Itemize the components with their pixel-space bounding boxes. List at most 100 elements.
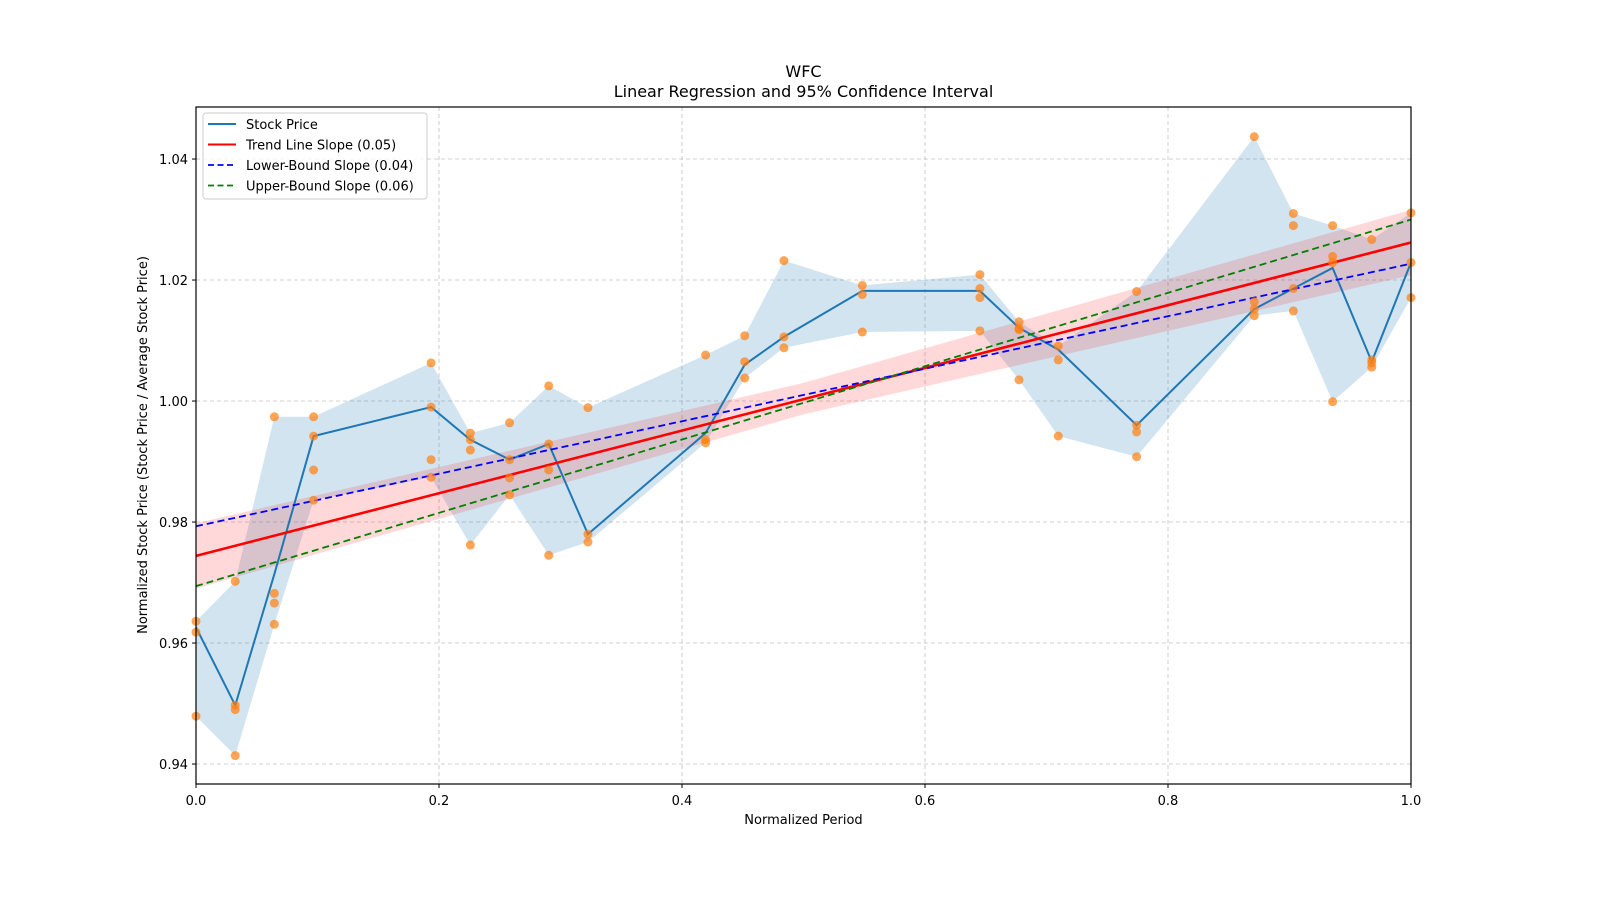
y-tick-label: 1.04 [159, 153, 188, 168]
scatter-point [309, 431, 319, 441]
scatter-point [975, 284, 985, 294]
lower-bound-line [195, 262, 1412, 528]
legend-label: Stock Price [246, 118, 318, 133]
scatter-point [583, 529, 593, 539]
scatter-point [583, 403, 593, 413]
stock-price-line [195, 262, 1412, 709]
scatter-point [1014, 317, 1024, 327]
scatter-point [1328, 397, 1338, 407]
scatter-point [779, 343, 789, 353]
scatter-point [544, 465, 554, 475]
scatter-point [975, 270, 985, 280]
scatter-point [1249, 132, 1259, 142]
x-tick-label: 0.4 [672, 794, 693, 809]
scatter-point [701, 438, 711, 448]
scatter-point [1053, 355, 1063, 365]
legend-label: Upper-Bound Slope (0.06) [246, 180, 414, 195]
x-tick-label: 0.0 [186, 794, 207, 809]
scatter-point [269, 588, 279, 598]
scatter-point [1288, 306, 1298, 316]
scatter-point [975, 293, 985, 303]
scatter-point [1249, 311, 1259, 321]
scatter-point [465, 540, 475, 550]
scatter-point [1053, 431, 1063, 441]
bands [196, 136, 1411, 756]
scatter-point [740, 373, 750, 383]
scatter-point [1288, 284, 1298, 294]
upper-bound-line [195, 218, 1412, 588]
scatter-point [505, 473, 515, 483]
scatter-point [857, 280, 867, 290]
x-tick-label: 0.8 [1158, 794, 1179, 809]
legend-label: Lower-Bound Slope (0.04) [246, 159, 413, 174]
plot-frame [195, 106, 1412, 785]
scatter-point [1014, 325, 1024, 335]
scatter-point [1328, 221, 1338, 231]
scatter-point [309, 412, 319, 422]
scatter-point [309, 465, 319, 475]
y-tick-label: 0.94 [159, 758, 188, 773]
scatter-point [465, 428, 475, 438]
y-tick-label: 1.00 [159, 395, 188, 410]
x-axis-title: Normalized Period [744, 813, 862, 828]
scatter-point [1367, 234, 1377, 244]
scatter-point [701, 350, 711, 360]
scatter-point [544, 381, 554, 391]
scatter-point [1132, 287, 1142, 297]
legend: Stock Price Trend Line Slope (0.05) Lower-… [202, 112, 428, 200]
scatter-point [1132, 452, 1142, 462]
x-tick-label: 0.6 [915, 794, 936, 809]
chart-title: WFC [785, 62, 821, 81]
scatter-point [269, 619, 279, 629]
scatter-point [544, 439, 554, 449]
scatter-point [1367, 362, 1377, 372]
scatter-point [426, 472, 436, 482]
x-tick-label: 1.0 [1401, 794, 1422, 809]
scatter-point [1132, 427, 1142, 437]
lines [195, 218, 1412, 709]
scatter-point [230, 705, 240, 715]
legend-label: Trend Line Slope (0.05) [245, 139, 396, 154]
scatter-point [779, 332, 789, 342]
scatter-point [583, 537, 593, 547]
scatter-point [1014, 375, 1024, 385]
scatter-point [544, 550, 554, 560]
scatter-point [1288, 221, 1298, 231]
scatter-point [740, 331, 750, 341]
scatter-point [1288, 208, 1298, 218]
scatter-point [1249, 304, 1259, 314]
scatter-point [426, 358, 436, 368]
scatter-point [309, 495, 319, 505]
scatter-point [465, 435, 475, 445]
scatter-point [779, 256, 789, 266]
scatter-point [505, 490, 515, 500]
scatter-point [269, 412, 279, 422]
scatter-point [1132, 420, 1142, 430]
x-tick-label: 0.2 [429, 794, 450, 809]
scatter-point [505, 455, 515, 465]
y-axis-title: Normalized Stock Price (Stock Price / Av… [136, 256, 151, 634]
x-axis: 0.0 0.2 0.4 0.6 0.8 1.0 [186, 784, 1422, 809]
trend-line [195, 241, 1412, 558]
scatter-point [975, 326, 985, 336]
scatter-point [230, 576, 240, 586]
scatter-point [1053, 341, 1063, 351]
scatter-point [857, 327, 867, 337]
y-axis: 0.94 0.96 0.98 1.00 1.02 1.04 [159, 153, 196, 773]
scatter-point [426, 402, 436, 412]
chart-subtitle: Linear Regression and 95% Confidence Int… [614, 82, 994, 101]
scatter-point [857, 290, 867, 300]
scatter-points [191, 132, 1416, 761]
scatter-point [426, 455, 436, 465]
scatter-point [465, 445, 475, 455]
legend-box [202, 112, 428, 200]
stock-price-band [196, 136, 1411, 756]
y-tick-label: 0.96 [159, 637, 188, 652]
scatter-point [1328, 257, 1338, 267]
scatter-point [230, 751, 240, 761]
scatter-point [269, 598, 279, 608]
y-tick-label: 0.98 [159, 516, 188, 531]
y-tick-label: 1.02 [159, 274, 188, 289]
scatter-point [1249, 297, 1259, 307]
